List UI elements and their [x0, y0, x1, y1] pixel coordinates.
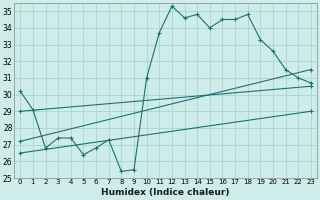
X-axis label: Humidex (Indice chaleur): Humidex (Indice chaleur) [101, 188, 230, 197]
